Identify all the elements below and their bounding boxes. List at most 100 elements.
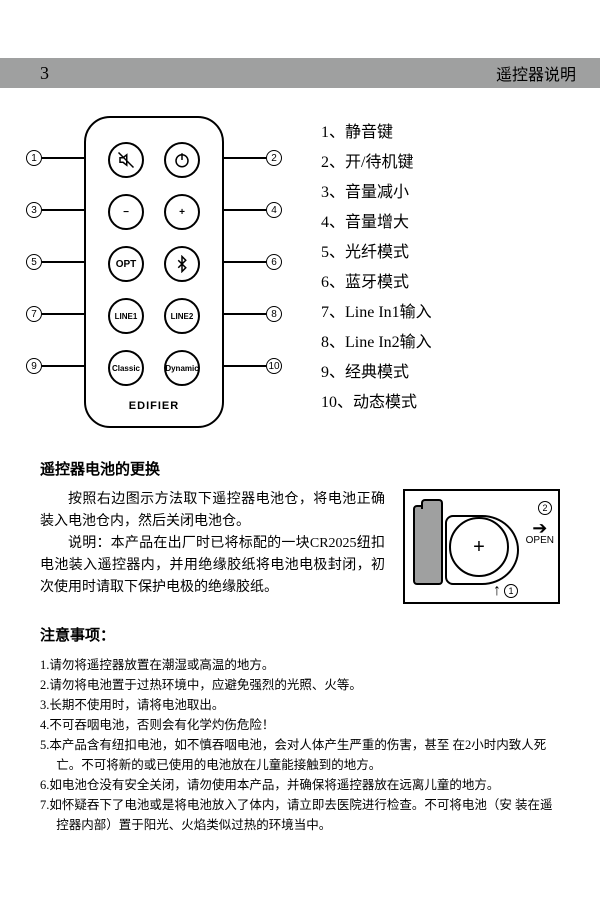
callout-num: 9: [26, 358, 42, 374]
remote-button-2: [164, 142, 200, 178]
callout-num: 7: [26, 306, 42, 322]
note-item: 2.请勿将电池置于过热环境中，应避免强烈的光照、火等。: [40, 675, 560, 695]
remote-button-4: +: [164, 194, 200, 230]
legend-item: 4、音量增大: [321, 208, 432, 238]
battery-holder-shape: [413, 505, 443, 585]
battery-para1: 按照右边图示方法取下遥控器电池仓，将电池正确装入电池仓内，然后关闭电池仓。: [40, 489, 385, 533]
callout-line: [42, 157, 84, 159]
remote-button-row: Classic Dynamic: [86, 350, 222, 386]
legend-text: 动态模式: [353, 394, 417, 411]
callout-num: 4: [266, 202, 282, 218]
legend-text: 音量减小: [345, 184, 409, 201]
legend-idx: 2、: [321, 154, 345, 171]
legend-list: 1、静音键2、开/待机键3、音量减小4、音量增大5、光纤模式6、蓝牙模式7、Li…: [321, 110, 432, 440]
header-title: 遥控器说明: [496, 61, 576, 85]
legend-item: 9、经典模式: [321, 358, 432, 388]
remote-button-9: Classic: [108, 350, 144, 386]
callout-num: 5: [26, 254, 42, 270]
remote-button-row: −+: [86, 194, 222, 230]
page-number: 3: [40, 63, 49, 84]
remote-section: −+ OPT LINE1 LINE2 Classic Dynamic EDIFIER 1 2…: [0, 88, 600, 450]
legend-idx: 6、: [321, 274, 345, 291]
legend-idx: 3、: [321, 184, 345, 201]
callout-9: 9: [26, 358, 84, 374]
callout-line: [42, 313, 84, 315]
remote-body: −+ OPT LINE1 LINE2 Classic Dynamic EDIFIER: [84, 116, 224, 428]
note-item: 1.请勿将遥控器放置在潮湿或高温的地方。: [40, 655, 560, 675]
legend-idx: 8、: [321, 334, 345, 351]
note-item: 6.如电池仓没有安全关闭，请勿使用本产品，并确保将遥控器放在远离儿童的地方。: [40, 775, 560, 795]
coin-cell-icon: +: [449, 517, 509, 577]
remote-button-row: LINE1 LINE2: [86, 298, 222, 334]
legend-item: 10、动态模式: [321, 388, 432, 418]
legend-text: 音量增大: [345, 214, 409, 231]
legend-idx: 7、: [321, 304, 345, 321]
callout-num: 6: [266, 254, 282, 270]
arrow-up-icon: ↑: [493, 582, 501, 600]
legend-idx: 4、: [321, 214, 345, 231]
callout-line: [224, 209, 266, 211]
notes-list: 1.请勿将遥控器放置在潮湿或高温的地方。2.请勿将电池置于过热环境中，应避免强烈…: [40, 655, 560, 835]
callout-line: [42, 261, 84, 263]
callout-num: 2: [266, 150, 282, 166]
callout-10: 10: [224, 358, 282, 374]
remote-button-row: [86, 142, 222, 178]
note-item: 3.长期不使用时，请将电池取出。: [40, 695, 560, 715]
legend-text: Line In2输入: [345, 334, 432, 351]
notes-section: 注意事项： 1.请勿将遥控器放置在潮湿或高温的地方。2.请勿将电池置于过热环境中…: [0, 604, 600, 835]
legend-idx: 1、: [321, 124, 345, 141]
battery-title: 遥控器电池的更换: [40, 458, 560, 479]
battery-para2: 说明：本产品在出厂时已将标配的一块CR2025纽扣电池装入遥控器内，并用绝缘胶纸…: [40, 533, 385, 599]
legend-idx: 9、: [321, 364, 345, 381]
remote-button-1: [108, 142, 144, 178]
callout-num: 10: [266, 358, 282, 374]
open-arrow-label: ➔ OPEN: [526, 521, 554, 547]
legend-idx: 10、: [321, 394, 353, 411]
page-header: 3 遥控器说明: [0, 58, 600, 88]
legend-text: Line In1输入: [345, 304, 432, 321]
callout-line: [224, 365, 266, 367]
step-1-badge: 1: [504, 584, 518, 598]
legend-item: 3、音量减小: [321, 178, 432, 208]
callout-7: 7: [26, 306, 84, 322]
legend-item: 5、光纤模式: [321, 238, 432, 268]
notes-title: 注意事项：: [40, 624, 560, 645]
legend-item: 1、静音键: [321, 118, 432, 148]
callout-5: 5: [26, 254, 84, 270]
callout-1: 1: [26, 150, 84, 166]
battery-text: 按照右边图示方法取下遥控器电池仓，将电池正确装入电池仓内，然后关闭电池仓。 说明…: [40, 489, 385, 599]
legend-item: 6、蓝牙模式: [321, 268, 432, 298]
battery-diagram: + 2 ➔ OPEN ↑ 1: [403, 489, 560, 604]
remote-brand: EDIFIER: [86, 400, 222, 412]
arrow-right-icon: ➔: [526, 521, 554, 535]
remote-button-8: LINE2: [164, 298, 200, 334]
callout-num: 3: [26, 202, 42, 218]
remote-button-10: Dynamic: [164, 350, 200, 386]
legend-text: 蓝牙模式: [345, 274, 409, 291]
callout-6: 6: [224, 254, 282, 270]
note-item: 7.如怀疑吞下了电池或是将电池放入了体内，请立即去医院进行检查。不可将电池（安 …: [40, 795, 560, 835]
remote-diagram: −+ OPT LINE1 LINE2 Classic Dynamic EDIFIER 1 2…: [18, 110, 293, 440]
callout-num: 8: [266, 306, 282, 322]
callout-line: [224, 313, 266, 315]
legend-item: 7、Line In1输入: [321, 298, 432, 328]
note-item: 4.不可吞咽电池，否则会有化学灼伤危险！: [40, 715, 560, 735]
remote-button-7: LINE1: [108, 298, 144, 334]
callout-4: 4: [224, 202, 282, 218]
callout-line: [42, 209, 84, 211]
legend-text: 静音键: [345, 124, 393, 141]
legend-item: 2、开/待机键: [321, 148, 432, 178]
legend-text: 光纤模式: [345, 244, 409, 261]
note-item: 5.本产品含有纽扣电池，如不慎吞咽电池，会对人体产生严重的伤害，甚至 在2小时内…: [40, 735, 560, 775]
manual-page: 3 遥控器说明 −+ OPT LINE1 LINE2 Classic Dynamic ED…: [0, 58, 600, 835]
battery-section: 遥控器电池的更换 按照右边图示方法取下遥控器电池仓，将电池正确装入电池仓内，然后…: [0, 450, 600, 604]
callout-3: 3: [26, 202, 84, 218]
callout-num: 1: [26, 150, 42, 166]
step-2-badge: 2: [538, 501, 552, 515]
legend-text: 经典模式: [345, 364, 409, 381]
callout-2: 2: [224, 150, 282, 166]
legend-idx: 5、: [321, 244, 345, 261]
callout-8: 8: [224, 306, 282, 322]
remote-button-row: OPT: [86, 246, 222, 282]
remote-button-6: [164, 246, 200, 282]
